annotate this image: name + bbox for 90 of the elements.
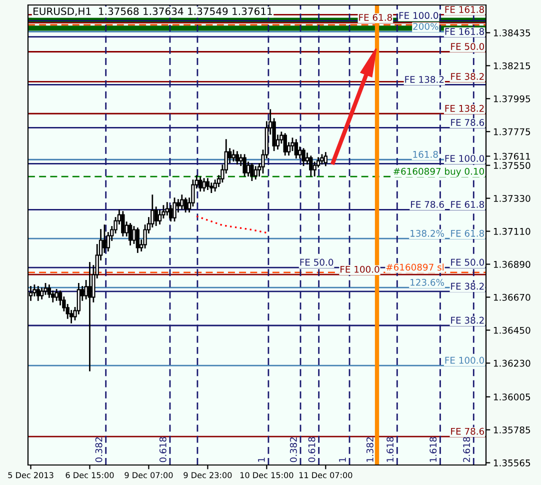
y-tick-label: 1.38435 — [494, 29, 530, 36]
candlestick — [290, 138, 294, 152]
ref-line-label: FE 161.8 — [445, 28, 484, 35]
candlestick — [254, 166, 258, 180]
annotation: 1.382 — [366, 437, 374, 462]
candlestick — [168, 205, 173, 222]
candlestick — [36, 286, 40, 301]
line-series — [196, 215, 268, 234]
ref-line-label: #6160897 sl — [386, 264, 444, 271]
y-tick-label: 1.37550 — [494, 162, 530, 169]
annotation: 1.618 — [430, 437, 437, 462]
ref-line-label: FE 38.2 — [451, 73, 484, 80]
candlestick — [202, 178, 206, 192]
candlestick — [180, 194, 184, 210]
x-tick-label: 9 Dec 07:00 — [124, 472, 173, 478]
candlestick — [246, 162, 250, 177]
annotation: 161.8 — [413, 150, 438, 158]
annotation: 0.618 — [159, 437, 166, 462]
candlestick — [302, 148, 306, 166]
candlestick — [232, 150, 236, 162]
candlestick — [165, 202, 169, 216]
y-tick-label: 1.36450 — [494, 326, 530, 334]
annotation: 138.2% — [410, 230, 444, 237]
x-tick-label: 10 Dec 15:00 — [240, 472, 294, 478]
ref-line-label: FE 100.0 — [399, 12, 438, 19]
y-tick-label: 1.37775 — [494, 128, 530, 136]
ref-line-label: FE 138.2 — [445, 104, 484, 112]
ref-line-label: FE 78.6 — [451, 428, 484, 435]
y-tick-label: 1.36670 — [494, 294, 530, 301]
annotation: 1.618 — [386, 437, 394, 462]
candlestick — [88, 262, 92, 372]
candlestick — [283, 133, 287, 156]
x-tick-label: 9 Dec 23:00 — [184, 472, 232, 478]
annotation: FE 78.6 — [411, 200, 444, 208]
ref-line-label: FE 100.0 — [340, 266, 380, 273]
ref-line-label: FE 61.8 — [359, 14, 392, 21]
ref-line-label: FE 100.0 — [445, 356, 484, 364]
ref-line-label: FE 78.6 — [451, 119, 484, 126]
x-tick-label: 6 Dec 15:00 — [66, 472, 114, 478]
y-tick-label: 1.36230 — [494, 360, 530, 367]
ref-line-label: #6160897 buy 0.10 — [394, 168, 484, 177]
chart-title: EURUSD,H1 1.37568 1.37634 1.37549 1.37611 — [34, 7, 272, 16]
ref-line-label: FE 50.0 — [451, 258, 484, 266]
annotation: 0.618 — [308, 437, 316, 462]
y-tick-label: 1.36890 — [494, 260, 530, 268]
candlestick — [128, 223, 132, 246]
candlestick — [84, 280, 88, 300]
candlestick — [294, 139, 298, 159]
candlestick — [235, 151, 240, 165]
annotation: 1 — [258, 458, 265, 462]
y-tick-label: 1.38215 — [494, 62, 530, 70]
ref-line-label: FE 138.2 — [405, 76, 444, 83]
ref-line-label: FE 161.8 — [445, 6, 484, 13]
y-tick-label: 1.37330 — [494, 194, 530, 202]
annotation: 0.382 — [95, 437, 102, 462]
candlestick — [40, 287, 44, 300]
annotation: 0.382 — [290, 437, 297, 462]
y-tick-label: 1.36005 — [494, 394, 530, 400]
x-tick-label: 5 Dec 2013 — [8, 472, 54, 478]
candlestick — [154, 206, 158, 226]
annotation: 1 — [339, 458, 346, 462]
x-tick-label: 11 Dec 07:00 — [299, 472, 352, 478]
candlestick — [250, 163, 254, 182]
candlestick — [198, 176, 202, 192]
ref-line-label: FE 61.8 — [451, 230, 484, 237]
candlestick — [242, 154, 246, 177]
ref-line-label: FE 100.0 — [445, 154, 484, 162]
candlestick — [136, 228, 140, 253]
annotation: 200% — [413, 22, 438, 30]
candlestick — [102, 224, 106, 253]
y-tick-label: 1.37611 — [494, 152, 530, 160]
annotation: FE 50.0 — [300, 258, 334, 266]
y-tick-label: 1.35565 — [494, 459, 530, 466]
candlestick — [172, 198, 176, 222]
y-tick-label: 1.37995 — [494, 95, 530, 102]
ref-line-label: FE 38.2 — [451, 282, 484, 290]
y-tick-label: 1.37110 — [494, 228, 530, 235]
candlestick — [309, 156, 313, 177]
candlestick — [184, 198, 188, 212]
candlestick — [298, 146, 302, 159]
annotation: 2.618 — [463, 437, 470, 462]
annotation: 123.6% — [410, 278, 444, 286]
ref-line-label: FE 38.2 — [451, 316, 484, 324]
ref-line-label: FE 50.0 — [451, 43, 484, 50]
candlestick — [206, 178, 210, 190]
y-tick-label: 1.35785 — [494, 426, 530, 434]
candlestick — [121, 211, 125, 236]
candlestick — [324, 152, 328, 166]
ref-line-label: FE 61.8 — [451, 200, 484, 208]
candlestick — [54, 288, 58, 301]
